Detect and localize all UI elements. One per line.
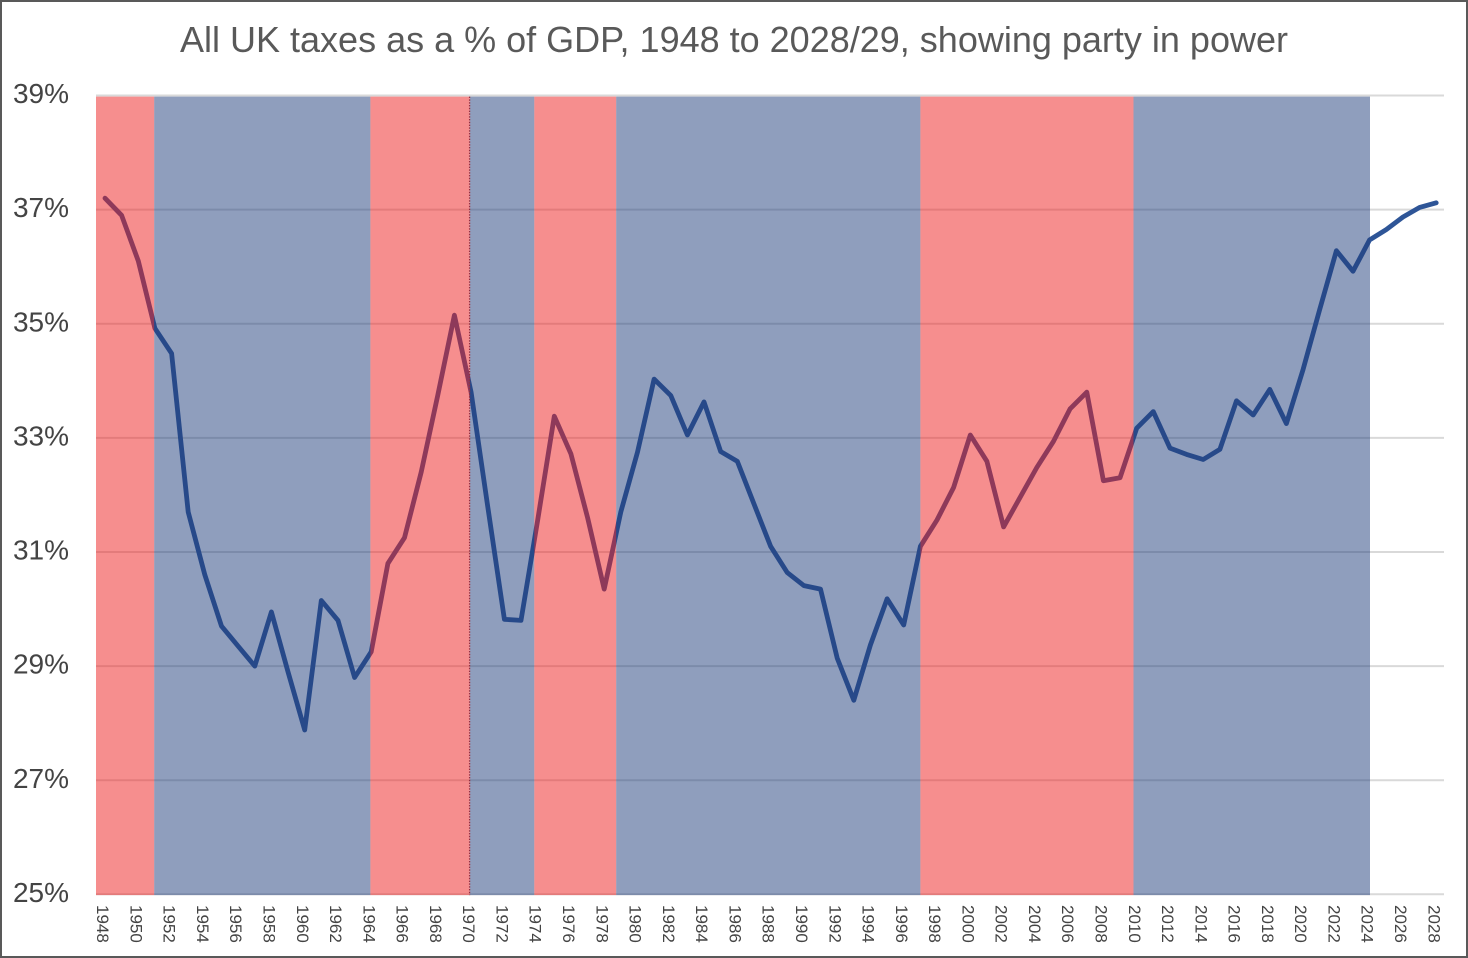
svg-text:37%: 37% xyxy=(13,192,69,223)
svg-text:29%: 29% xyxy=(13,649,69,680)
svg-text:2010: 2010 xyxy=(1125,905,1144,943)
svg-text:2012: 2012 xyxy=(1158,905,1177,943)
svg-text:2016: 2016 xyxy=(1225,905,1244,943)
svg-text:1968: 1968 xyxy=(426,905,445,943)
svg-text:2028: 2028 xyxy=(1424,905,1443,943)
svg-text:2022: 2022 xyxy=(1325,905,1344,943)
svg-text:2018: 2018 xyxy=(1258,905,1277,943)
svg-text:1992: 1992 xyxy=(825,905,844,943)
svg-text:1964: 1964 xyxy=(359,905,378,943)
svg-text:1956: 1956 xyxy=(226,905,245,943)
svg-text:1984: 1984 xyxy=(692,905,711,943)
svg-text:2020: 2020 xyxy=(1291,905,1310,943)
svg-text:33%: 33% xyxy=(13,421,69,452)
svg-text:1982: 1982 xyxy=(659,905,678,943)
svg-text:1948: 1948 xyxy=(93,905,112,943)
svg-text:2000: 2000 xyxy=(958,905,977,943)
svg-text:2008: 2008 xyxy=(1092,905,1111,943)
svg-text:31%: 31% xyxy=(13,535,69,566)
svg-text:2004: 2004 xyxy=(1025,905,1044,943)
svg-text:1952: 1952 xyxy=(160,905,179,943)
svg-text:2014: 2014 xyxy=(1191,905,1210,943)
svg-text:2006: 2006 xyxy=(1058,905,1077,943)
svg-text:1980: 1980 xyxy=(626,905,645,943)
svg-text:1986: 1986 xyxy=(725,905,744,943)
svg-text:1950: 1950 xyxy=(126,905,145,943)
svg-text:1970: 1970 xyxy=(459,905,478,943)
svg-text:2026: 2026 xyxy=(1391,905,1410,943)
svg-text:1998: 1998 xyxy=(925,905,944,943)
svg-text:1962: 1962 xyxy=(326,905,345,943)
svg-text:35%: 35% xyxy=(13,306,69,337)
svg-text:1978: 1978 xyxy=(592,905,611,943)
svg-text:1966: 1966 xyxy=(393,905,412,943)
svg-text:1996: 1996 xyxy=(892,905,911,943)
svg-text:1974: 1974 xyxy=(526,905,545,943)
svg-text:All UK taxes as a % of GDP, 19: All UK taxes as a % of GDP, 1948 to 2028… xyxy=(180,19,1288,60)
svg-text:1994: 1994 xyxy=(859,905,878,943)
svg-text:1972: 1972 xyxy=(493,905,512,943)
svg-text:2024: 2024 xyxy=(1358,905,1377,943)
svg-text:1988: 1988 xyxy=(759,905,778,943)
svg-text:27%: 27% xyxy=(13,763,69,794)
svg-text:2002: 2002 xyxy=(992,905,1011,943)
svg-text:1960: 1960 xyxy=(293,905,312,943)
svg-text:1958: 1958 xyxy=(260,905,279,943)
svg-text:1954: 1954 xyxy=(193,905,212,943)
svg-text:1990: 1990 xyxy=(792,905,811,943)
svg-text:25%: 25% xyxy=(13,877,69,908)
svg-text:1976: 1976 xyxy=(559,905,578,943)
svg-text:39%: 39% xyxy=(13,78,69,109)
